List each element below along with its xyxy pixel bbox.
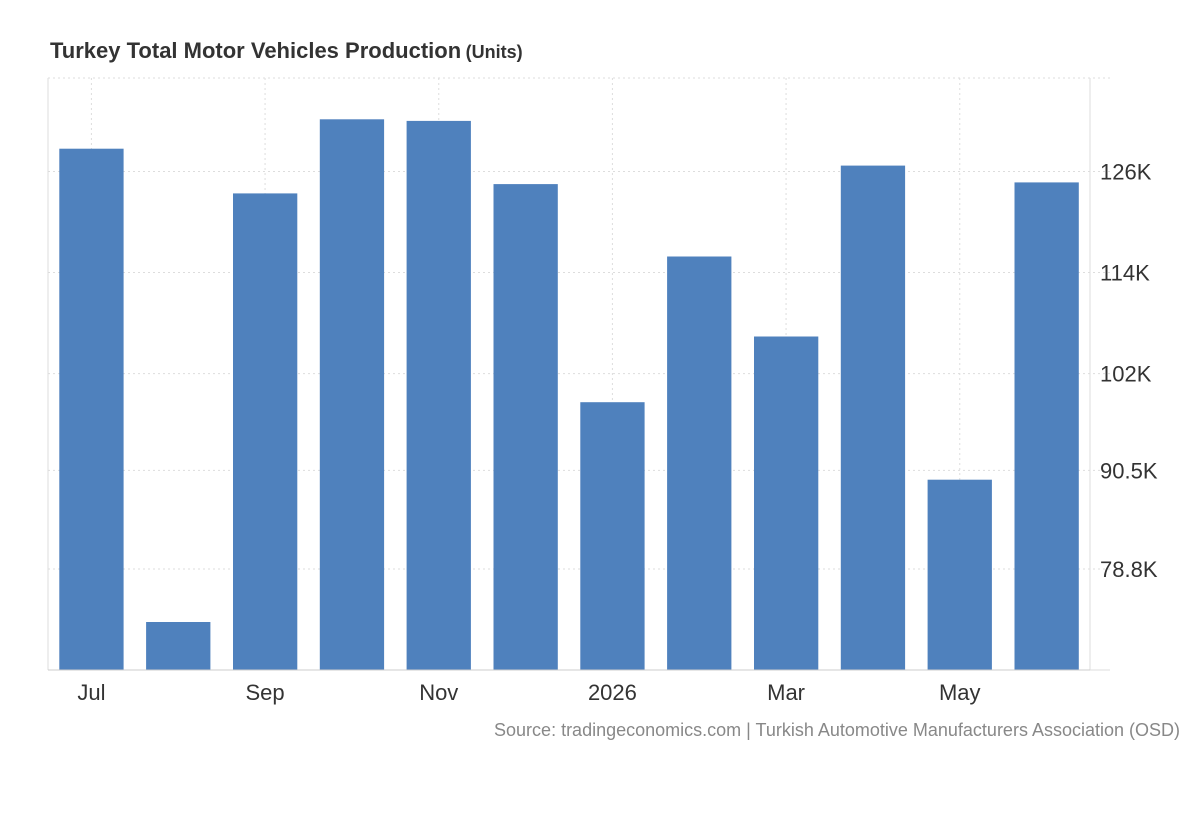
y-tick-label: 114K bbox=[1100, 261, 1150, 286]
bar-feb bbox=[667, 256, 732, 670]
x-tick-label: Mar bbox=[767, 680, 805, 705]
x-tick-label: Nov bbox=[419, 680, 458, 705]
y-tick-label: 126K bbox=[1100, 159, 1152, 184]
y-tick-label: 90.5K bbox=[1100, 458, 1158, 483]
bar-mar bbox=[754, 336, 819, 670]
bar-jun bbox=[1014, 182, 1079, 670]
bar-oct bbox=[319, 119, 385, 671]
y-tick-label: 102K bbox=[1100, 362, 1152, 387]
y-tick-label: 78.8K bbox=[1100, 557, 1158, 582]
x-tick-label: 2026 bbox=[588, 680, 637, 705]
chart-unit: (Units) bbox=[465, 42, 523, 62]
x-tick-label: Jul bbox=[77, 680, 105, 705]
chart-title-row: Turkey Total Motor Vehicles Production (… bbox=[50, 38, 523, 64]
bar-may bbox=[927, 479, 992, 670]
bar-nov bbox=[406, 120, 471, 670]
bar-2026 bbox=[580, 402, 645, 670]
bar-aug bbox=[146, 622, 211, 670]
bar-sep bbox=[233, 193, 298, 670]
source-note: Source: tradingeconomics.com | Turkish A… bbox=[494, 720, 1180, 740]
x-tick-label: May bbox=[939, 680, 981, 705]
bar-apr bbox=[840, 165, 906, 670]
x-tick-label: Sep bbox=[246, 680, 285, 705]
chart-title: Turkey Total Motor Vehicles Production bbox=[50, 38, 462, 63]
bar-dec bbox=[493, 184, 558, 670]
bar-jul bbox=[59, 148, 124, 670]
